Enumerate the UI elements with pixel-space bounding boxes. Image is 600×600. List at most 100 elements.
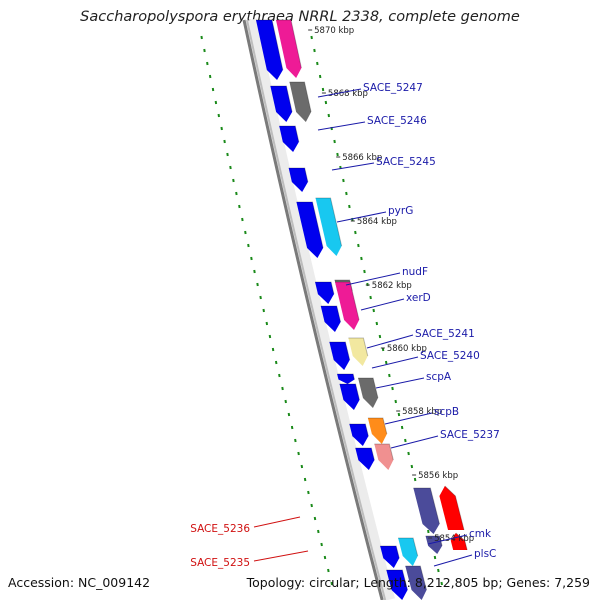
kbp-tick-label: 5856 kbp bbox=[418, 471, 458, 481]
gene-reverse-dark-small-edge bbox=[425, 535, 443, 547]
gene-forward-inner-body bbox=[320, 306, 341, 332]
gene-label-forward: scpA bbox=[426, 371, 452, 383]
right-gc-track-mark bbox=[413, 477, 417, 482]
gene-label-forward: nudF bbox=[402, 266, 428, 278]
gene-label-leader bbox=[375, 377, 425, 389]
gene-label-forward: scpB bbox=[434, 406, 459, 418]
right-gc-track-mark bbox=[440, 581, 443, 586]
gene-label-leader bbox=[427, 534, 468, 545]
gene-forward-inner bbox=[320, 305, 342, 332]
gene-label-leader bbox=[317, 121, 366, 131]
gene-reverse-dark bbox=[413, 487, 441, 534]
gene-outer-cyan bbox=[315, 197, 343, 256]
backbone-line-inner bbox=[246, 19, 387, 600]
gene-forward-inner-edge bbox=[279, 125, 300, 143]
gene-label-leader bbox=[366, 334, 414, 349]
gene-label-leader-reverse bbox=[253, 550, 309, 562]
gene-outer-dark_blue bbox=[405, 565, 428, 600]
gene-outer-gray-edge bbox=[289, 81, 312, 113]
gene-outer-dark_blue-edge bbox=[405, 565, 428, 591]
gene-forward-inner-body bbox=[349, 424, 369, 446]
kbp-tick-label: 5870 kbp bbox=[314, 26, 354, 36]
gene-outer-magenta-body bbox=[335, 282, 360, 330]
gene-forward-inner-body bbox=[270, 86, 293, 122]
gene-outer-gray bbox=[358, 377, 379, 408]
gene-forward-inner-body bbox=[355, 448, 375, 470]
gene-label-leader bbox=[317, 88, 362, 98]
gene-forward-inner bbox=[355, 447, 375, 470]
left-gc-track-mark bbox=[303, 477, 307, 482]
gene-outer-gray bbox=[289, 81, 312, 122]
gene-forward-inner-edge bbox=[337, 373, 355, 380]
gene-forward-inner-body bbox=[315, 282, 334, 304]
right-gc-track-mark bbox=[437, 568, 440, 573]
gene-label-forward: SACE_5245 bbox=[376, 156, 436, 168]
gene-reverse-dark-small-body bbox=[425, 536, 443, 554]
gene-outer-magenta-body bbox=[276, 20, 302, 78]
gene-forward-inner bbox=[288, 167, 309, 192]
gene-forward-inner-body bbox=[386, 570, 408, 600]
gene-reverse-red bbox=[439, 485, 465, 531]
gene-outer-gray-body bbox=[358, 378, 378, 408]
gene-forward-inner bbox=[279, 125, 300, 152]
gene-forward-inner bbox=[270, 85, 293, 122]
gene-forward-inner bbox=[296, 201, 324, 258]
gene-label-forward: plsC bbox=[474, 548, 496, 560]
gene-label-forward: SACE_5246 bbox=[367, 115, 427, 127]
gene-label-forward: cmk bbox=[469, 528, 492, 540]
gene-reverse-red-small bbox=[450, 532, 468, 551]
gene-outer-cyan bbox=[398, 537, 419, 566]
left-gc-track-mark bbox=[310, 503, 313, 508]
gene-outer-magenta-edge bbox=[276, 19, 302, 69]
gene-outer-yellow-body bbox=[348, 338, 368, 366]
gene-forward-inner bbox=[315, 281, 335, 304]
gene-outer-gray-edge bbox=[358, 377, 379, 399]
gene-outer-orange bbox=[367, 417, 388, 444]
gene-forward-inner-body bbox=[279, 126, 299, 152]
left-gc-track-mark bbox=[317, 529, 320, 534]
gene-outer-pink-edge bbox=[374, 443, 394, 461]
gene-label-reverse: SACE_5235 bbox=[190, 557, 250, 569]
gene-reverse-dark-small bbox=[425, 535, 443, 554]
gene-reverse-red-small-edge bbox=[455, 532, 468, 551]
gene-outer-cyan-edge bbox=[315, 197, 343, 247]
gene-label-forward: SACE_5240 bbox=[420, 350, 480, 362]
gene-forward-inner-edge bbox=[339, 383, 360, 401]
left-gc-track-mark bbox=[323, 555, 327, 560]
topology-label: Topology: circular; Length: 8,212,805 bp… bbox=[246, 575, 590, 590]
gene-reverse-red-body bbox=[439, 486, 465, 530]
left-gc-track-mark bbox=[300, 464, 304, 469]
gene-forward-inner-body bbox=[380, 546, 400, 568]
left-gc-track-mark bbox=[320, 542, 323, 547]
kbp-tick-label: 5866 kbp bbox=[342, 153, 382, 163]
gene-forward-inner bbox=[349, 423, 369, 446]
gene-reverse-dark-body bbox=[413, 488, 440, 534]
gene-forward-inner bbox=[329, 341, 351, 370]
gene-forward-inner-edge bbox=[288, 167, 309, 183]
gene-reverse-red-small-body bbox=[450, 533, 468, 550]
gene-forward-inner bbox=[386, 569, 409, 600]
gene-outer-yellow bbox=[348, 337, 369, 366]
gene-forward-inner-edge bbox=[320, 305, 342, 323]
gene-forward-inner bbox=[339, 383, 360, 410]
gene-forward-inner-edge bbox=[256, 19, 284, 71]
gene-label-leader bbox=[345, 272, 401, 286]
map-title: Saccharopolyspora erythraea NRRL 2338, c… bbox=[80, 9, 520, 25]
kbp-tick-label: 5868 kbp bbox=[328, 89, 368, 99]
gene-forward-inner bbox=[337, 373, 355, 384]
backbone-band bbox=[243, 18, 395, 600]
kbp-tick-label: 5862 kbp bbox=[372, 281, 412, 291]
gene-forward-inner-body bbox=[329, 342, 350, 370]
left-gc-track-mark bbox=[330, 581, 333, 586]
gene-forward-inner bbox=[380, 545, 400, 568]
gene-label-reverse: SACE_5236 bbox=[190, 523, 250, 535]
accession-label: Accession: NC_009142 bbox=[8, 575, 151, 590]
kbp-tick-label: 5864 kbp bbox=[357, 217, 397, 227]
gene-outer-gray-body bbox=[289, 82, 312, 122]
gene-forward-inner-edge bbox=[296, 201, 324, 249]
kbp-tick-label: 5858 kbp bbox=[402, 407, 442, 417]
gene-label-leader bbox=[390, 435, 439, 449]
gene-label-leader bbox=[331, 162, 375, 171]
left-gc-track-mark bbox=[307, 490, 310, 495]
